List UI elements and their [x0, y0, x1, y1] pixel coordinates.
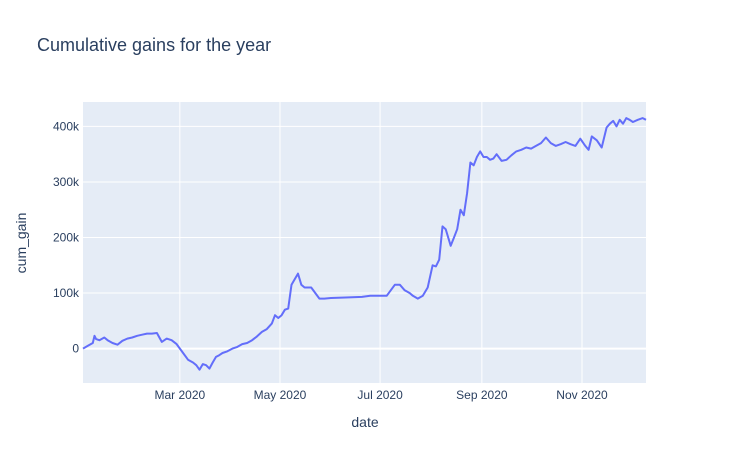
x-tick-labels: Mar 2020 May 2020 Jul 2020 Sep 2020 Nov 2020: [154, 388, 608, 402]
y-tick-label: 300k: [53, 175, 80, 189]
x-axis-title: date: [351, 414, 378, 430]
x-tick-label: Sep 2020: [456, 388, 508, 402]
y-gridlines: [83, 125, 646, 294]
chart-title: Cumulative gains for the year: [37, 35, 271, 55]
y-tick-label: 200k: [53, 231, 80, 245]
y-tick-label: 100k: [53, 286, 80, 300]
x-tick-label: May 2020: [254, 388, 307, 402]
plot-area: [83, 102, 646, 383]
x-gridlines: [179, 102, 583, 383]
y-axis-title: cum_gain: [13, 213, 29, 274]
x-tick-label: Jul 2020: [357, 388, 403, 402]
y-tick-label: 400k: [53, 119, 80, 133]
x-tick-label: Mar 2020: [154, 388, 205, 402]
y-tick-labels: 0 100k 200k 300k 400k: [53, 119, 80, 355]
x-tick-label: Nov 2020: [556, 388, 608, 402]
y-tick-label: 0: [72, 342, 79, 356]
series-line: [82, 117, 647, 371]
